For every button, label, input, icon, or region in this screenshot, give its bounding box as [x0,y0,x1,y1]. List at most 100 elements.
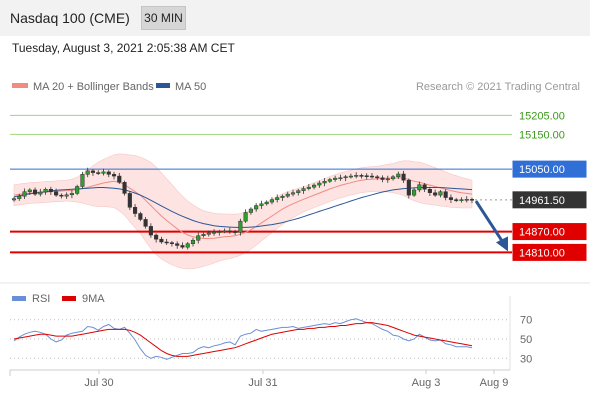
candle [138,211,143,222]
candle [317,180,322,188]
level-label-resistance: 15205.00 [519,110,565,122]
candle [364,173,369,180]
level-label-box [512,223,587,241]
candle [406,178,411,199]
candle [433,189,438,197]
header-bar: Nasdaq 100 (CME) 30 MIN [0,0,590,36]
candle [338,174,343,181]
instrument-title: Nasdaq 100 (CME) [10,10,130,26]
candle [385,175,390,183]
candle [106,170,111,178]
rsi-line [13,318,473,360]
candle [333,175,338,182]
timeframe-button[interactable]: 30 MIN [141,6,186,30]
candle [48,186,53,195]
candle [111,171,117,180]
legend-swatch-9ma [62,296,76,301]
candle [211,229,217,236]
candle [148,223,153,238]
level-label-box [512,191,587,209]
level-label-support: 14810.00 [519,247,565,259]
legend-swatch-rsi [12,296,26,301]
candle [285,191,290,198]
rsi-level-label: 30 [520,353,532,365]
candle [427,186,432,197]
candle [206,230,211,237]
credit-text: Research © 2021 Trading Central [416,81,580,93]
candle [390,175,396,181]
ma50-line [13,187,473,228]
x-tick-label: Aug 3 [412,377,441,389]
candle [248,207,253,215]
x-tick-label: Aug 9 [480,377,509,389]
candle [127,190,132,211]
rsi-panel: 70 50 30 [10,315,532,365]
candle [180,242,185,249]
candle [233,229,238,236]
candle [54,188,59,197]
rsi-ma-line [13,322,473,357]
legend-label-9ma: 9MA [82,293,105,305]
level-label-pivot: 15050.00 [519,164,565,176]
candle [17,193,22,201]
candle [164,238,169,245]
candle [27,188,32,195]
x-tick-label: Jul 30 [84,377,113,389]
candle [227,227,232,234]
candle [122,180,127,196]
candle [354,172,359,179]
candle [90,169,96,176]
forecast-arrow [474,200,508,252]
candle [296,188,301,196]
candle [422,183,427,193]
candle [59,193,64,199]
legend-label-ma20: MA 20 + Bollinger Bands [33,81,154,93]
candle [85,167,90,178]
candle [348,173,353,179]
candle [259,200,264,209]
candle [64,192,69,199]
candle [69,190,74,199]
price-levels: 15205.00 15150.00 15050.00 14961.50 14870.00… [10,106,587,261]
candle [380,175,385,183]
candle [454,197,459,203]
candle [469,197,475,204]
candle [306,184,311,191]
candle [443,189,448,201]
candle [101,168,106,176]
legend: MA 20 + Bollinger Bands MA 50 Research ©… [12,81,580,93]
candle [448,194,453,203]
candle [401,170,406,183]
candle [359,173,364,179]
candle [143,217,148,229]
forecast-arrow-shaft [474,200,505,244]
candle [222,228,227,234]
candle [464,196,469,203]
candle [322,178,327,187]
moving-averages [13,177,473,239]
candle [290,189,296,197]
legend-label-rsi: RSI [32,293,50,305]
candle [133,204,138,217]
level-label-support: 14870.00 [519,227,565,239]
candle [254,203,259,212]
candle [238,218,243,236]
level-label-box [512,125,587,143]
candle [75,184,80,196]
candle [38,188,43,197]
candle [417,181,422,193]
candles [11,167,475,250]
candle [11,196,17,202]
candle [190,237,196,247]
candle [96,170,101,176]
candle [459,197,464,203]
candle [22,188,27,199]
candle [43,187,48,195]
candle [369,172,375,179]
x-tick-label: Jul 31 [248,377,277,389]
ma20-line [13,177,473,239]
candle [154,233,159,243]
candle [117,172,122,185]
candle [375,175,380,181]
